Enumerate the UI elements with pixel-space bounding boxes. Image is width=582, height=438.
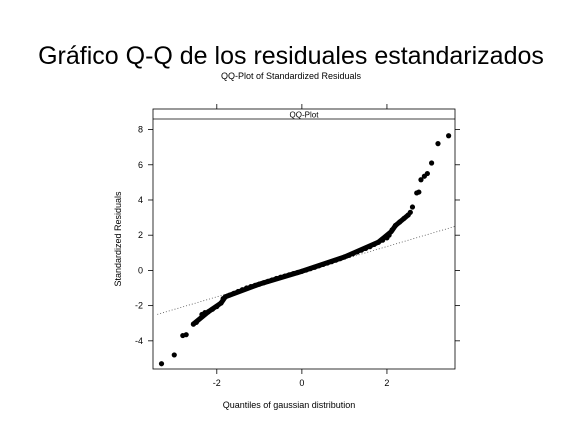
data-point (239, 287, 245, 293)
y-tick-label: 8 (138, 125, 143, 135)
data-point (329, 259, 335, 265)
data-point (303, 267, 309, 273)
data-point (282, 273, 288, 279)
data-point (386, 232, 392, 238)
data-point (214, 303, 220, 310)
data-points (158, 133, 452, 367)
data-point (171, 352, 177, 358)
x-tick-label: -2 (213, 378, 221, 388)
y-tick-label: -4 (135, 336, 143, 346)
y-tick-label: -2 (135, 301, 143, 311)
data-point (407, 209, 413, 215)
data-point (209, 306, 216, 312)
data-point (269, 277, 275, 283)
y-axis: -4 -2 0 2 4 6 8 (135, 125, 460, 346)
data-point (401, 215, 407, 222)
data-point (397, 219, 403, 225)
data-point (252, 282, 258, 288)
data-point (320, 261, 326, 268)
data-point (205, 309, 211, 315)
chart-subtitle: QQ-Plot of Standardized Residuals (220, 71, 362, 81)
y-tick-label: 4 (138, 195, 143, 205)
data-point (248, 284, 254, 290)
data-point (341, 254, 348, 260)
data-point (429, 160, 435, 166)
data-point (158, 361, 165, 367)
x-tick-label: 2 (384, 378, 389, 388)
y-axis-label: Standardized Residuals (113, 191, 123, 287)
data-point (222, 294, 228, 300)
data-point (231, 290, 237, 296)
data-point (346, 252, 352, 259)
data-point (265, 278, 271, 284)
x-axis-label: Quantiles of gaussian distribution (223, 400, 356, 410)
y-tick-label: 0 (138, 265, 143, 275)
data-point (260, 280, 267, 286)
data-point (295, 269, 301, 276)
data-point (435, 141, 441, 147)
data-point (389, 227, 395, 233)
data-point (286, 272, 292, 278)
data-point (324, 260, 330, 266)
y-tick-label: 2 (138, 230, 143, 240)
data-point (256, 281, 262, 287)
data-point (183, 332, 189, 338)
data-point (392, 222, 399, 229)
plot-frame (152, 108, 456, 370)
data-point (424, 170, 430, 177)
data-point (333, 257, 339, 263)
data-point (363, 245, 369, 252)
data-point (290, 270, 296, 277)
data-point (350, 251, 356, 257)
y-tick-label: 6 (138, 160, 143, 170)
data-point (367, 244, 373, 250)
data-point (316, 263, 322, 269)
data-point (380, 237, 386, 243)
data-point (358, 247, 365, 253)
data-point (235, 288, 241, 295)
data-point (416, 189, 422, 195)
reference-line (157, 226, 456, 315)
x-axis: -2 0 2 (213, 104, 389, 388)
data-point (375, 239, 382, 245)
panel-strip-label: QQ-Plot (290, 111, 320, 120)
data-point (243, 285, 250, 291)
data-point (371, 241, 377, 247)
data-point (307, 266, 313, 272)
data-point (446, 133, 452, 139)
x-tick-label: 0 (299, 378, 304, 388)
data-point (193, 319, 199, 325)
data-point (226, 292, 233, 298)
data-point (273, 275, 279, 282)
data-point (409, 204, 416, 210)
data-point (299, 268, 305, 274)
data-point (218, 300, 224, 306)
data-point (312, 264, 318, 270)
chart-title: Gráfico Q-Q de los residuales estandariz… (38, 42, 544, 70)
data-point (278, 274, 284, 280)
data-point (337, 256, 343, 262)
data-point (354, 249, 360, 255)
data-point (418, 177, 424, 183)
